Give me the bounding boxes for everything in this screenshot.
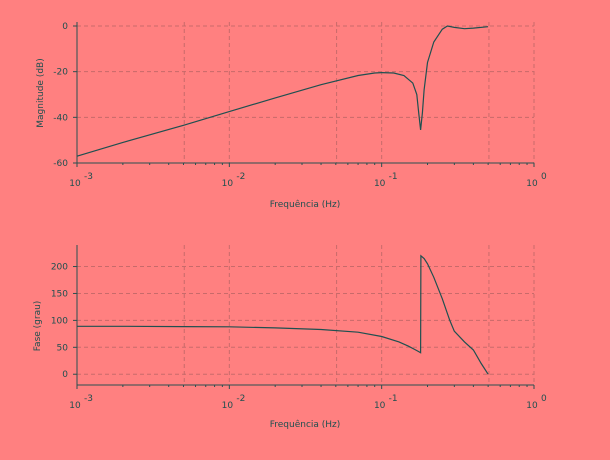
magnitude-y-tick-label: -40: [53, 113, 68, 123]
phase-y-tick-label: 0: [62, 370, 68, 380]
magnitude-y-axis-label: Magnitude (dB): [36, 58, 46, 127]
magnitude-x-tick-exponent: -1: [389, 172, 398, 182]
magnitude-x-axis-label: Frequência (Hz): [270, 199, 341, 210]
magnitude-y-tick-label: -60: [53, 159, 68, 169]
phase-y-axis-label: Fase (grau): [33, 301, 43, 352]
magnitude-y-tick-label: 0: [62, 22, 68, 32]
magnitude-x-tick-label: 10: [222, 179, 234, 189]
magnitude-x-tick-exponent: -3: [84, 172, 93, 182]
magnitude-x-tick-label: 10: [526, 179, 538, 189]
magnitude-series-line: [76, 25, 489, 157]
phase-grid: [77, 245, 535, 385]
phase-x-axis-label: Frequência (Hz): [270, 419, 341, 430]
phase-y-tick-label: 100: [51, 316, 68, 326]
magnitude-y-ticks: 0 -20 -40 -60: [53, 22, 77, 169]
phase-x-tick-exponent: 0: [541, 394, 547, 404]
phase-x-tick-exponent: -3: [84, 394, 93, 404]
phase-y-tick-label: 200: [51, 263, 68, 273]
phase-y-ticks: 0 50 100 150 200: [51, 263, 77, 380]
magnitude-y-tick-label: -20: [53, 68, 68, 78]
magnitude-x-tick-exponent: -2: [236, 172, 245, 182]
phase-x-tick-exponent: -1: [389, 394, 398, 404]
phase-y-tick-label: 150: [51, 289, 68, 299]
phase-x-tick-label: 10: [374, 401, 386, 411]
phase-series-line: [77, 254, 489, 375]
phase-x-tick-label: 10: [69, 401, 81, 411]
magnitude-x-tick-label: 10: [69, 179, 81, 189]
phase-x-tick-label: 10: [526, 401, 538, 411]
phase-x-tick-exponent: -2: [236, 394, 245, 404]
phase-y-tick-label: 50: [57, 343, 69, 353]
phase-x-tick-label: 10: [222, 401, 234, 411]
magnitude-x-tick-label: 10: [374, 179, 386, 189]
magnitude-x-tick-exponent: 0: [541, 172, 547, 182]
